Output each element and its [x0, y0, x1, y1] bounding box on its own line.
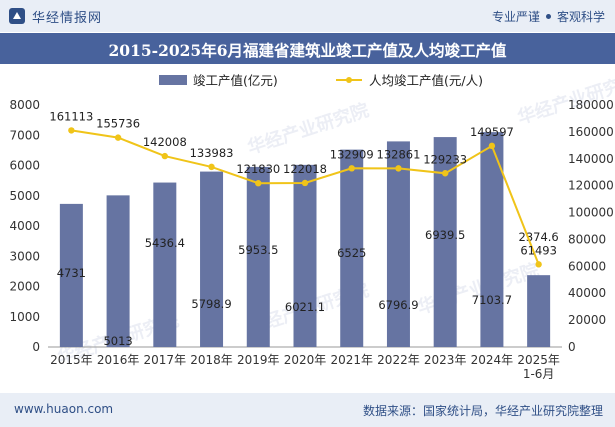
y-right-tick-5: 100000: [568, 206, 614, 220]
legend-line-label: 人均竣工产值(元/人): [369, 73, 483, 88]
bar-10: [527, 275, 551, 347]
bar-0: [59, 203, 83, 347]
line-point-1: [114, 134, 122, 141]
bar-value-label-6: 6525: [337, 246, 366, 260]
bar-value-label-0: 4731: [57, 266, 86, 280]
chart: 华经产业研究院华经产业研究院华经产业研究院华经产业研究院华经产业研究院竣工产值(…: [9, 69, 615, 381]
y-right-tick-0: 0: [568, 340, 576, 354]
y-right-tick-3: 60000: [568, 259, 606, 273]
y-right-tick-4: 80000: [568, 232, 606, 246]
y-left-tick-4: 4000: [9, 219, 40, 233]
line-value-label-0: 161113: [49, 109, 93, 123]
line-value-label-8: 129233: [423, 152, 467, 166]
line-point-9: [488, 142, 496, 150]
line-value-label-5: 122018: [283, 162, 327, 176]
line-point-3: [208, 163, 215, 171]
y-right-tick-8: 160000: [568, 125, 614, 139]
y-right-tick-2: 40000: [568, 286, 606, 300]
y-left-tick-1: 1000: [9, 310, 40, 324]
line-value-label-2: 142008: [143, 135, 187, 149]
x-tick-3: 2018年: [190, 353, 233, 367]
x-tick-10: 2025年: [517, 353, 560, 367]
bar-3: [200, 171, 224, 347]
line-value-label-6: 132909: [330, 147, 374, 161]
line-point-4: [255, 180, 262, 187]
x-tick-8: 2023年: [424, 353, 467, 367]
x-tick-10-1: 1-6月: [523, 367, 555, 381]
x-tick-0: 2015年: [50, 353, 93, 367]
bar-5: [293, 164, 317, 347]
huajing-logo-icon: [9, 8, 25, 24]
line-point-5: [301, 179, 309, 187]
bar-value-label-7: 6796.9: [378, 298, 418, 312]
bar-7: [386, 141, 410, 347]
bar-value-label-5: 6021.1: [285, 300, 325, 314]
legend-bar-label: 竣工产值(亿元): [193, 73, 278, 88]
bar-value-label-8: 6939.5: [425, 228, 465, 242]
bar-8: [433, 137, 457, 347]
line-value-label-3: 133983: [190, 146, 234, 160]
bar-value-label-2: 5436.4: [145, 236, 185, 250]
line-point-7: [395, 165, 402, 172]
bar-4: [246, 166, 270, 347]
line-value-label-1: 155736: [96, 117, 140, 131]
tag-professional: 专业严谨: [491, 10, 540, 24]
y-right-tick-6: 120000: [568, 179, 614, 193]
y-left-tick-7: 7000: [9, 128, 40, 142]
tagline: 专业严谨 客观科学: [492, 8, 605, 25]
x-tick-6: 2021年: [330, 353, 373, 367]
y-right-tick-1: 20000: [568, 313, 606, 327]
line-point-8: [441, 170, 449, 177]
title-bar: 2015-2025年6月福建省建筑业竣工产值及人均竣工产值: [0, 33, 615, 64]
separator-dot-icon: [545, 14, 551, 19]
y-right-tick-7: 140000: [568, 152, 614, 166]
line-value-label-10: 61493: [520, 243, 557, 257]
line-value-label-9: 149597: [470, 125, 514, 139]
line-value-label-7: 132861: [377, 147, 421, 161]
bar-value-label-4: 5953.5: [238, 243, 278, 257]
y-left-tick-0: 0: [32, 340, 40, 354]
y-left-tick-6: 6000: [9, 159, 40, 173]
x-tick-7: 2022年: [377, 353, 420, 367]
legend-line-marker: [346, 77, 352, 83]
bar-value-label-10: 2374.6: [519, 230, 559, 244]
x-tick-2: 2017年: [144, 353, 187, 367]
line-point-6: [348, 165, 355, 172]
x-tick-4: 2019年: [237, 353, 280, 367]
data-source: 数据来源：国家统计局，华经产业研究院整理: [362, 404, 603, 418]
y-left-tick-2: 2000: [9, 280, 40, 294]
brand-name: 华经情报网: [32, 10, 103, 26]
footer-band: www.huaon.com 数据来源：国家统计局，华经产业研究院整理: [0, 393, 615, 427]
legend-bar-swatch: [159, 75, 187, 85]
bar-value-label-3: 5798.9: [191, 297, 231, 311]
brand: 华经情报网: [8, 6, 102, 26]
bar-value-label-9: 7103.7: [472, 293, 512, 307]
y-left-tick-3: 3000: [9, 249, 40, 263]
x-tick-9: 2024年: [471, 353, 514, 367]
line-point-2: [161, 152, 169, 160]
bar-9: [480, 132, 504, 347]
bar-2: [153, 182, 177, 347]
line-value-label-4: 121830: [236, 162, 280, 176]
top-band: 华经情报网 专业严谨 客观科学: [0, 0, 615, 32]
site-url: www.huaon.com: [14, 402, 114, 416]
line-point-0: [68, 127, 75, 134]
x-tick-5: 2020年: [284, 353, 327, 367]
tag-objective: 客观科学: [556, 10, 605, 24]
y-left-tick-8: 8000: [9, 98, 40, 112]
line-point-10: [535, 261, 542, 268]
bar-1: [106, 195, 130, 347]
y-right-tick-9: 180000: [568, 98, 614, 112]
chart-title: 2015-2025年6月福建省建筑业竣工产值及人均竣工产值: [108, 41, 507, 60]
y-left-tick-5: 5000: [9, 189, 40, 203]
x-tick-1: 2016年: [97, 353, 140, 367]
bar-6: [340, 149, 364, 347]
bar-value-label-1: 5013: [103, 334, 132, 348]
